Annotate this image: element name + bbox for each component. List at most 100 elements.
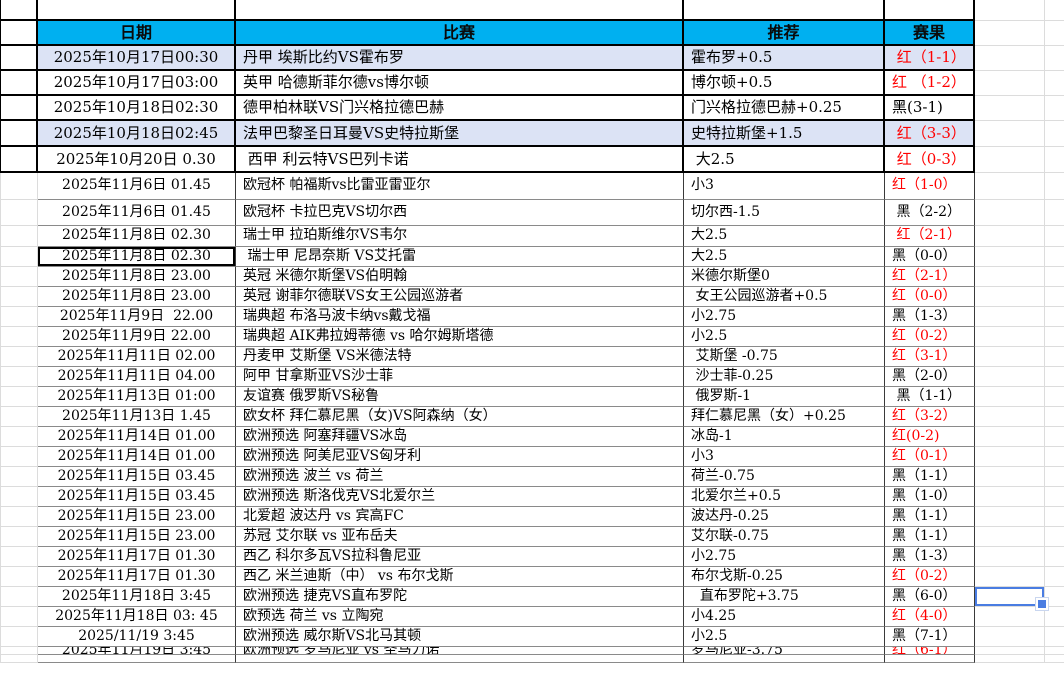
column-header-recommend[interactable]: 推荐 [684,21,885,46]
empty-cell[interactable] [1045,527,1064,547]
row-margin-cell[interactable] [0,46,38,71]
match-cell[interactable]: 欧洲预选 阿塞拜疆VS冰岛 [236,427,684,447]
row-margin-cell[interactable] [0,307,38,327]
empty-cell[interactable] [1045,307,1064,327]
result-cell[interactable]: 黑（1-0） [885,487,975,507]
column-header-match[interactable]: 比赛 [236,21,684,46]
row-margin-cell[interactable] [0,607,38,627]
empty-cell[interactable] [975,96,1045,121]
row-margin-cell[interactable] [0,287,38,307]
match-cell[interactable]: 瑞典超 布洛马波卡纳vs戴戈福 [236,307,684,327]
empty-cell[interactable] [1045,655,1064,663]
recommend-cell[interactable]: 切尔西-1.5 [684,200,885,226]
match-cell[interactable]: 西乙 米兰迪斯（中） vs 布尔戈斯 [236,567,684,587]
date-cell[interactable]: 2025年11月8日 23.00 [38,267,236,287]
empty-cell[interactable] [975,427,1045,447]
result-cell[interactable]: 红(0-2) [885,427,975,447]
date-cell[interactable]: 2025年11月15日 03.45 [38,467,236,487]
empty-cell[interactable] [1045,447,1064,467]
empty-cell[interactable] [1045,647,1064,655]
match-cell[interactable]: 苏冠 艾尔联 vs 亚布岳夫 [236,527,684,547]
match-cell[interactable]: 欧洲预选 波兰 vs 荷兰 [236,467,684,487]
recommend-cell[interactable]: 荷兰-0.75 [684,467,885,487]
empty-cell[interactable] [1045,327,1064,347]
date-cell[interactable]: 2025年11月8日 02.30 [38,226,236,247]
row-margin-cell[interactable] [0,247,38,267]
row-margin-cell[interactable] [0,467,38,487]
empty-cell[interactable] [975,147,1045,173]
empty-cell[interactable] [1045,21,1064,46]
empty-cell[interactable] [1045,487,1064,507]
result-cell[interactable]: 红（3-3） [885,121,975,147]
row-margin-cell[interactable] [0,487,38,507]
result-cell[interactable]: 红（0-1） [885,447,975,467]
fill-handle[interactable] [1036,598,1048,610]
empty-cell[interactable] [975,173,1045,200]
date-cell[interactable]: 2025年10月20日 0.30 [38,147,236,173]
date-cell[interactable]: 2025年11月13日 01:00 [38,387,236,407]
date-cell[interactable]: 2025年11月8日 02.30 [38,247,236,267]
match-cell[interactable]: 西乙 科尔多瓦VS拉科鲁尼亚 [236,547,684,567]
recommend-cell[interactable]: 艾斯堡 -0.75 [684,347,885,367]
result-cell[interactable]: 红 （1-2） [885,71,975,96]
recommend-cell[interactable]: 大2.5 [684,247,885,267]
recommend-cell[interactable]: 史特拉斯堡+1.5 [684,121,885,147]
match-cell[interactable]: 德甲柏林联VS门兴格拉德巴赫 [236,96,684,121]
empty-cell[interactable] [1045,226,1064,247]
empty-cell[interactable] [975,287,1045,307]
match-cell[interactable]: 欧洲预选 捷克VS直布罗陀 [236,587,684,607]
match-cell[interactable]: 友谊赛 俄罗斯VS秘鲁 [236,387,684,407]
empty-cell[interactable] [975,71,1045,96]
empty-cell[interactable] [975,655,1045,663]
result-cell[interactable]: 红（3-1） [885,347,975,367]
match-cell[interactable]: 北爱超 波达丹 vs 宾高FC [236,507,684,527]
empty-cell[interactable] [975,567,1045,587]
empty-cell[interactable] [885,0,975,21]
empty-cell[interactable] [975,387,1045,407]
empty-cell[interactable] [1045,607,1064,627]
date-cell[interactable]: 2025年11月14日 01.00 [38,447,236,467]
row-margin-cell[interactable] [0,447,38,467]
empty-cell[interactable] [1045,247,1064,267]
result-cell[interactable]: 红（0-2） [885,567,975,587]
date-cell[interactable]: 2025年11月11日 02.00 [38,347,236,367]
column-header-result[interactable]: 赛果 [885,21,975,46]
recommend-cell[interactable]: 博尔顿+0.5 [684,71,885,96]
empty-cell[interactable] [236,655,684,663]
result-cell[interactable]: 黑（7-1） [885,627,975,647]
column-header-date[interactable]: 日期 [38,21,236,46]
empty-cell[interactable] [0,21,38,46]
result-cell[interactable]: 黑（6-0） [885,587,975,607]
date-cell[interactable]: 2025年11月15日 23.00 [38,507,236,527]
match-cell[interactable]: 欧洲预选 罗马尼亚 vs 圣马力诺 [236,647,684,655]
recommend-cell[interactable]: 小2.75 [684,547,885,567]
row-margin-cell[interactable] [0,121,38,147]
row-margin-cell[interactable] [0,327,38,347]
date-cell[interactable]: 2025年11月19日 3:45 [38,647,236,655]
result-cell[interactable]: 红（0-0） [885,287,975,307]
empty-cell[interactable] [1045,627,1064,647]
date-cell[interactable]: 2025年11月17日 01.30 [38,567,236,587]
empty-cell[interactable] [1045,71,1064,96]
recommend-cell[interactable]: 罗马尼亚-3.75 [684,647,885,655]
recommend-cell[interactable]: 布尔戈斯-0.25 [684,567,885,587]
result-cell[interactable]: 黑（1-1） [885,467,975,487]
empty-cell[interactable] [975,407,1045,427]
date-cell[interactable]: 2025年11月9日 22.00 [38,307,236,327]
result-cell[interactable]: 黑（1-3） [885,547,975,567]
match-cell[interactable]: 丹麦甲 艾斯堡 VS米德法特 [236,347,684,367]
result-cell[interactable]: 红（3-2） [885,407,975,427]
date-cell[interactable]: 2025年11月18日 3:45 [38,587,236,607]
empty-cell[interactable] [1045,587,1064,607]
empty-cell[interactable] [1045,200,1064,226]
empty-cell[interactable] [0,0,38,21]
row-margin-cell[interactable] [0,507,38,527]
date-cell[interactable]: 2025年11月6日 01.45 [38,200,236,226]
empty-cell[interactable] [975,327,1045,347]
date-cell[interactable]: 2025年11月14日 01.00 [38,427,236,447]
result-cell[interactable]: 红（2-1） [885,226,975,247]
row-margin-cell[interactable] [0,367,38,387]
result-cell[interactable]: 黑（2-2） [885,200,975,226]
selected-cell[interactable] [975,587,1048,610]
result-cell[interactable]: 黑(3-1) [885,96,975,121]
